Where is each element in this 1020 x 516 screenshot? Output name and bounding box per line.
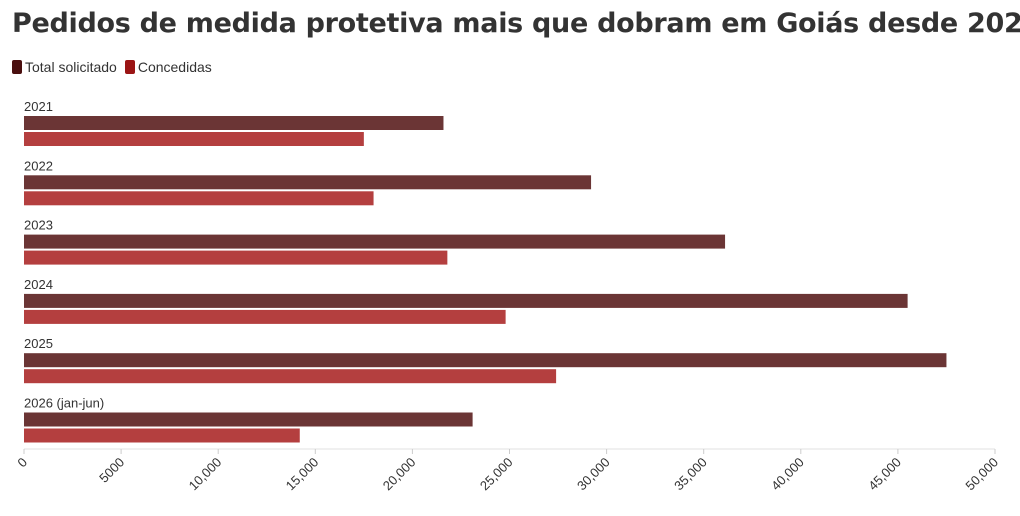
legend-label-total: Total solicitado <box>25 59 117 75</box>
bar-total-solicitado <box>24 116 444 130</box>
bar-total-solicitado <box>24 353 947 368</box>
x-tick-label: 25,000 <box>477 455 516 494</box>
x-tick-label: 50,000 <box>962 455 1001 494</box>
x-tick-label: 30,000 <box>574 455 613 494</box>
category-label: 2022 <box>24 158 53 173</box>
category-label: 2025 <box>24 336 53 351</box>
x-tick-label: 15,000 <box>283 455 322 494</box>
bar-concedidas <box>24 309 506 324</box>
legend-swatch-total <box>12 60 22 74</box>
category-label: 2023 <box>24 218 53 233</box>
bar-concedidas <box>24 369 557 384</box>
bar-total-solicitado <box>24 175 592 190</box>
bar-concedidas <box>24 428 300 443</box>
bar-total-solicitado <box>24 412 473 427</box>
x-tick-label: 45,000 <box>865 455 904 494</box>
x-tick-label: 5000 <box>96 455 127 486</box>
x-tick-label: 35,000 <box>671 455 710 494</box>
bar-concedidas <box>24 191 374 206</box>
category-label: 2026 (jan-jun) <box>24 396 104 411</box>
bar-total-solicitado <box>24 234 726 249</box>
x-tick-label: 20,000 <box>380 455 419 494</box>
chart-legend: Total solicitado Concedidas <box>12 59 212 75</box>
legend-swatch-concedidas <box>124 60 135 74</box>
legend-label-concedidas: Concedidas <box>137 59 212 75</box>
x-tick-label: 0 <box>14 455 30 471</box>
category-label: 2024 <box>24 277 53 292</box>
category-label: 2021 <box>24 99 53 114</box>
bar-total-solicitado <box>24 293 908 308</box>
x-tick-label: 40,000 <box>768 455 807 494</box>
bar-concedidas <box>24 250 448 265</box>
legend-item-concedidas[interactable]: Concedidas <box>124 59 212 75</box>
bar-concedidas <box>24 132 364 146</box>
chart-title: Pedidos de medida protetiva mais que dob… <box>12 8 1020 39</box>
x-tick-label: 10,000 <box>186 455 225 494</box>
legend-item-total[interactable]: Total solicitado <box>12 59 117 75</box>
